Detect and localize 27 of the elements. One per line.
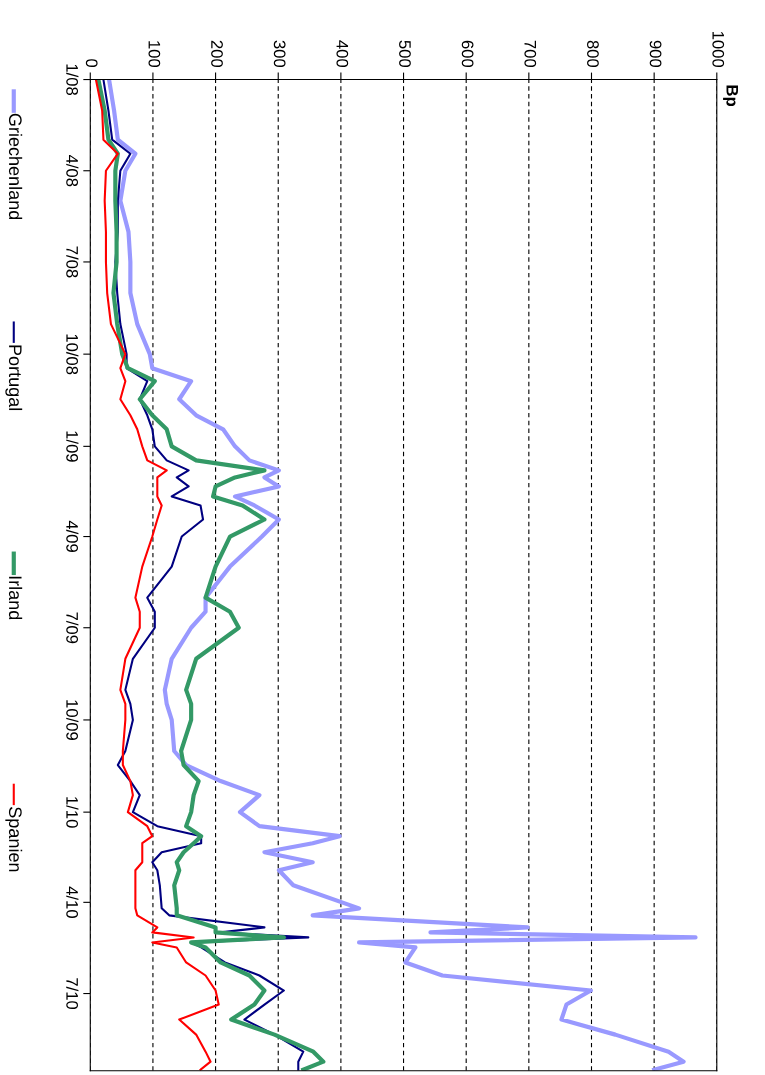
y-tick-label: 4/09 <box>66 520 79 552</box>
text: Bp <box>723 85 738 107</box>
y-tick-label: 4/08 <box>66 154 79 187</box>
legend-label: Portugal <box>5 345 23 411</box>
legend-label: Irland <box>8 576 23 620</box>
y-tick-label: 10/09 <box>66 700 79 740</box>
x-tick-label: 100 <box>148 41 161 68</box>
x-tick-label: 0 <box>85 59 98 68</box>
y-tick-label: 7/09 <box>66 612 79 644</box>
x-tick-label: 700 <box>524 40 537 68</box>
y-tick-label: 10/08 <box>66 334 79 375</box>
x-tick-label: 800 <box>587 40 599 68</box>
y-tick-label: 1/08 <box>66 64 79 96</box>
x-tick-label: 1000 <box>712 31 725 68</box>
x-tick-label: 500 <box>399 40 411 68</box>
x-tick-label: 900 <box>649 40 662 68</box>
x-tick-label: 400 <box>336 40 349 68</box>
y-tick-label: 1/09 <box>66 431 79 462</box>
y-tick-label: 1/10 <box>66 797 79 828</box>
legend-label: Griechenland <box>8 113 23 220</box>
y-tick-label: 7/08 <box>66 246 79 278</box>
x-tick-label: 600 <box>461 40 474 68</box>
legend-label: Spanien <box>5 807 23 872</box>
y-tick-label: 4/10 <box>66 886 79 918</box>
x-tick-label: 200 <box>211 40 223 68</box>
y-tick-label: 7/10 <box>66 978 79 1010</box>
x-tick-label: 300 <box>273 40 286 68</box>
